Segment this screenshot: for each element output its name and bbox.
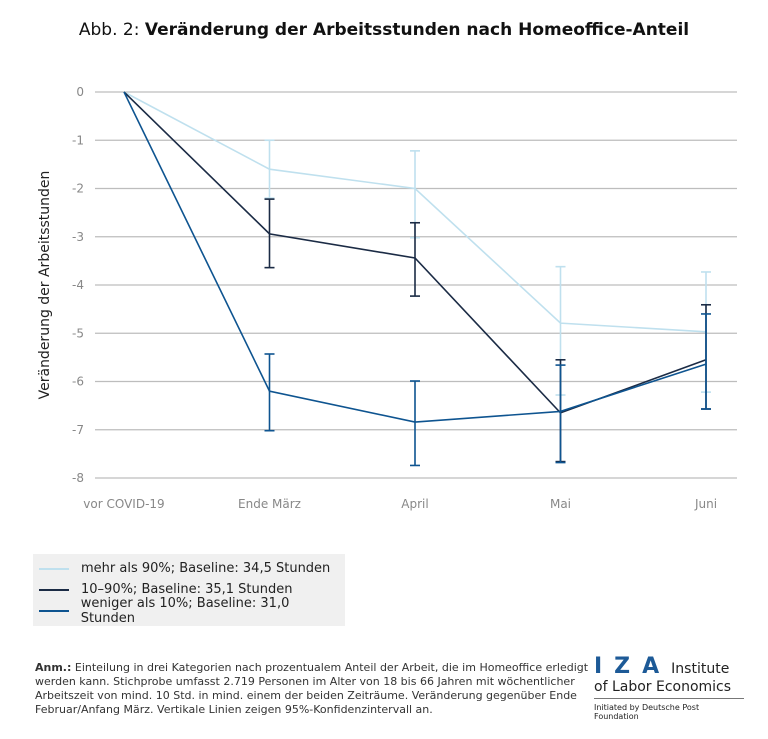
footnote: Anm.: Einteilung in drei Kategorien nach… [35,661,595,717]
logo-letters: IZA [594,654,672,679]
title-prefix: Abb. 2: [78,20,145,40]
x-tick-label: April [401,497,428,511]
y-tick-label: -2 [72,182,84,196]
y-axis-label: Veränderung der Arbeitsstunden [37,171,53,400]
y-tick-label: -6 [72,375,84,389]
iza-logo: IZAInstitute of Labor Economics Initiate… [594,654,744,721]
legend-swatch [39,588,69,591]
y-tick-label: -3 [72,230,84,244]
x-tick-label: Ende März [238,497,301,511]
y-tick-label: -1 [72,133,84,147]
legend-label: mehr als 90%; Baseline: 34,5 Stunden [81,561,331,576]
legend-label: weniger als 10%; Baseline: 31,0 Stunden [80,595,290,626]
chart-title: Abb. 2: Veränderung der Arbeitsstunden n… [0,20,768,40]
logo-line2: of Labor Economics [594,679,744,699]
legend: mehr als 90%; Baseline: 34,5 Stunden 10–9… [33,554,345,626]
legend-label: 10–90%; Baseline: 35,1 Stunden [81,582,293,597]
y-tick-label: 0 [76,85,84,99]
legend-item: weniger als 10%; Baseline: 31,0 Stunden [33,596,345,626]
y-tick-label: -4 [72,278,84,292]
legend-item: mehr als 90%; Baseline: 34,5 Stunden [33,558,345,579]
y-tick-label: -5 [72,326,84,340]
legend-swatch [39,609,69,612]
legend-swatch [39,567,69,570]
y-tick-label: -7 [72,423,84,437]
title-main: Veränderung der Arbeitsstunden nach Home… [144,20,690,40]
note-text: Einteilung in drei Kategorien nach proze… [35,661,589,716]
y-tick-label: -8 [72,471,84,485]
x-tick-label: Juni [694,497,717,511]
line-chart: 0 -1 -2 -3 -4 -5 -6 -7 -8 vor COVID-19 Ende März Ap… [37,85,737,511]
x-tick-label: vor COVID-19 [83,497,164,511]
logo-line3: Initiated by Deutsche Post Foundation [594,703,700,721]
note-label: Anm.: [35,661,72,674]
legend-item: 10–90%; Baseline: 35,1 Stunden [33,579,345,600]
x-tick-label: Mai [550,497,571,511]
logo-line1: Institute [671,661,730,677]
